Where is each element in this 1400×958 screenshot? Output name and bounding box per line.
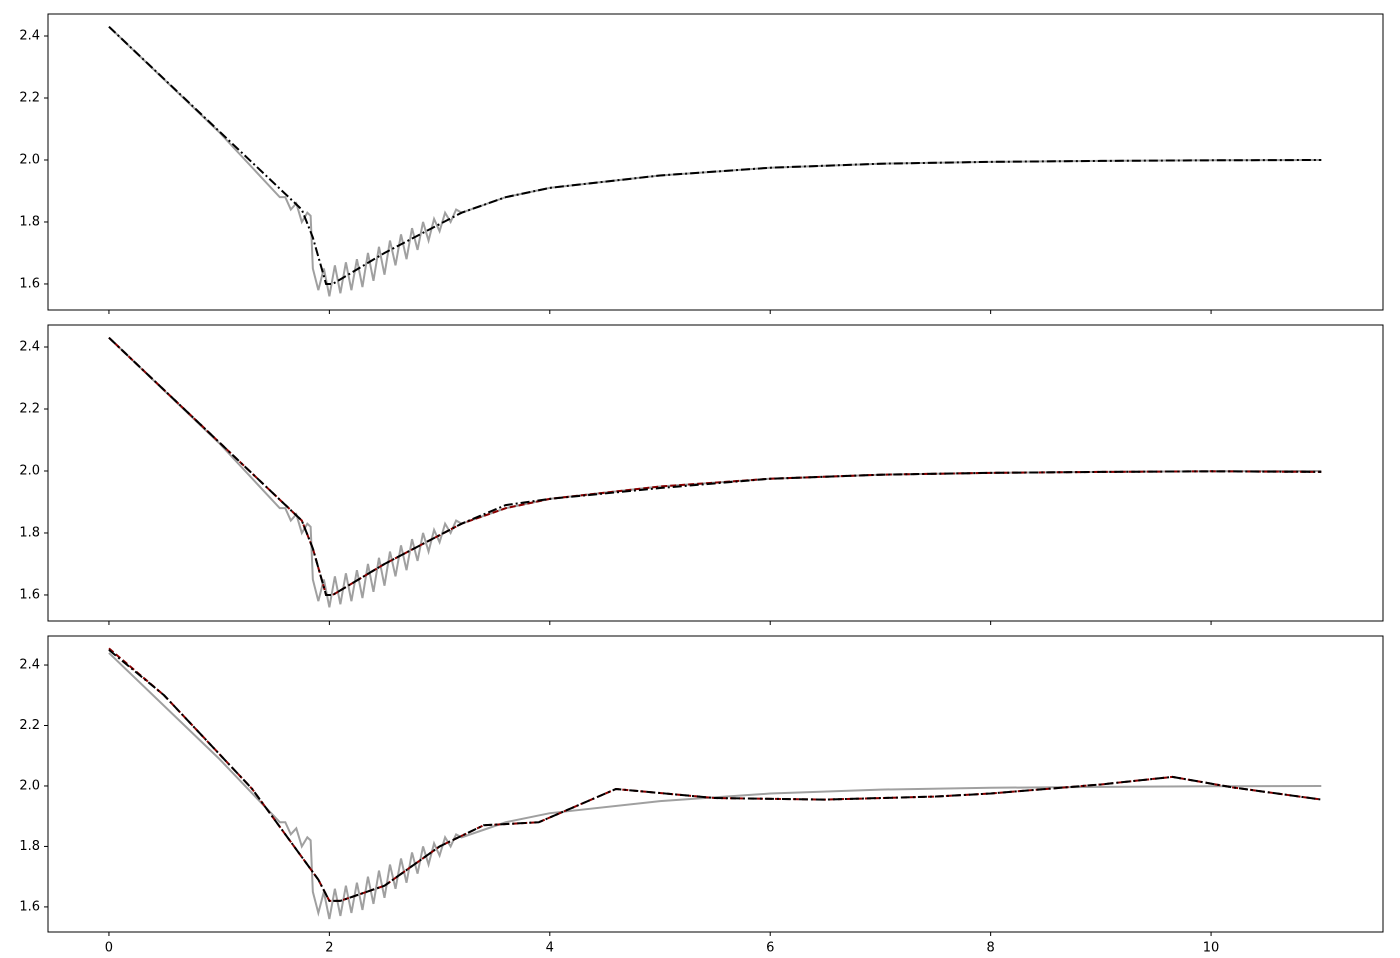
y-tick-label: 2.2 [19, 401, 40, 416]
y-tick-label: 2.4 [19, 340, 40, 355]
x-tick-label: 2 [325, 941, 333, 956]
series-line [108, 336, 1322, 596]
series-line [108, 649, 1322, 902]
x-tick-label: 4 [546, 941, 554, 956]
y-tick-label: 2.0 [19, 463, 40, 478]
y-tick-label: 2.2 [19, 718, 40, 733]
x-tick-label: 0 [105, 941, 113, 956]
series-line [108, 652, 1322, 920]
y-tick-label: 2.4 [19, 658, 40, 673]
x-tick-label: 10 [1203, 941, 1220, 956]
axes-frame [47, 324, 1384, 622]
y-tick-label: 1.6 [19, 276, 40, 291]
panel: 1.6 1.8 2.0 2.2 2.4 0 2 4 6 8 10 [19, 635, 1384, 956]
panel: 1.6 1.8 2.0 2.2 2.4 [19, 324, 1384, 625]
y-tick-label: 2.4 [19, 29, 40, 44]
y-tick-label: 1.8 [19, 525, 40, 540]
y-tick-label: 1.8 [19, 839, 40, 854]
series-line [108, 336, 1322, 596]
y-tick-label: 1.6 [19, 899, 40, 914]
axes-frame [47, 635, 1384, 933]
y-tick-label: 1.8 [19, 214, 40, 229]
series-line [108, 25, 1322, 285]
panel: 1.6 1.8 2.0 2.2 2.4 [19, 13, 1384, 314]
x-tick-label: 8 [987, 941, 995, 956]
x-tick-label: 6 [766, 941, 774, 956]
series-line [108, 647, 1322, 902]
y-tick-label: 1.6 [19, 587, 40, 602]
axes-frame [47, 13, 1384, 311]
y-tick-label: 2.2 [19, 90, 40, 105]
y-tick-label: 2.0 [19, 778, 40, 793]
y-tick-label: 2.0 [19, 152, 40, 167]
